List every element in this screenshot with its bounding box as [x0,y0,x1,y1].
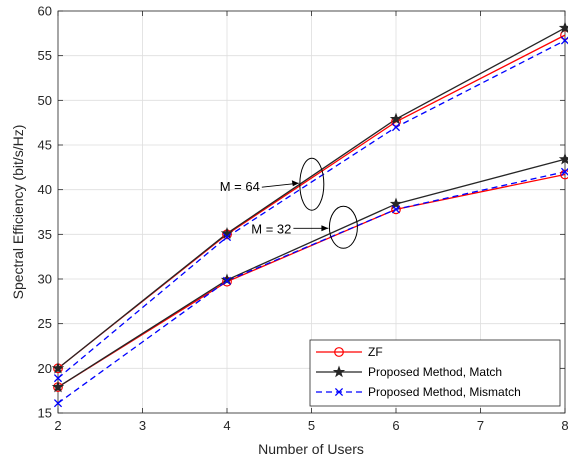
y-tick-label: 40 [38,182,52,197]
y-tick-label: 30 [38,272,52,287]
series-line-4 [57,158,566,388]
data-point-marker [389,112,403,125]
y-tick-label: 35 [38,227,52,242]
series-line-2 [57,39,566,379]
m64-arrowhead [291,180,299,187]
data-point-marker [389,197,403,210]
m32-arrowhead [321,225,329,232]
x-tick-label: 2 [54,418,61,433]
y-axis-label: Spectral Efficiency (bit/s/Hz) [10,125,26,300]
x-tick-label: 3 [139,418,146,433]
data-point-marker [560,167,568,176]
legend-label: Proposed Method, Match [368,365,502,379]
legend-box [309,339,561,407]
legend-marker [334,347,344,357]
x-tick-label: 5 [308,418,315,433]
data-point-marker [51,361,65,374]
data-point-marker [51,380,65,393]
m32-label: M = 32 [251,221,291,236]
x-axis-label: Number of Users [258,441,364,457]
x-tick-label: 8 [561,418,568,433]
legend-label: ZF [368,345,383,359]
y-tick-label: 50 [38,93,52,108]
x-tick-label: 6 [392,418,399,433]
y-tick-label: 25 [38,316,52,331]
m32-group-ellipse [328,205,358,249]
legend-label: Proposed Method, Mismatch [368,385,521,399]
legend-marker [334,387,344,397]
series-lines [57,27,566,404]
series-markers [51,21,568,408]
annotations: M = 64 M = 32 [220,157,358,249]
y-tick-label: 60 [38,4,52,19]
legend: ZF Proposed Method, Match Proposed Method,… [309,339,561,407]
data-point-marker [222,232,232,242]
y-tick-label: 45 [38,138,52,153]
data-point-marker [560,30,568,41]
data-point-marker [560,36,568,45]
y-tick-label: 55 [38,48,52,63]
y-tick-label: 15 [38,406,52,421]
legend-marker [332,365,346,378]
data-point-marker [391,123,401,132]
y-tick-label: 20 [38,361,52,376]
data-point-marker [220,273,234,286]
m64-group-ellipse [299,157,325,211]
m64-label: M = 64 [220,179,260,194]
data-point-marker [222,276,232,285]
x-tick-label: 4 [223,418,230,433]
data-point-marker [53,399,63,408]
data-point-marker [391,205,401,214]
data-point-marker [558,152,568,165]
data-point-marker [220,226,234,239]
data-point-marker [558,21,568,34]
x-tick-label: 7 [477,418,484,433]
series-line-1 [57,27,566,369]
data-point-marker [560,169,568,180]
series-line-5 [57,171,566,404]
data-point-marker [53,374,63,383]
